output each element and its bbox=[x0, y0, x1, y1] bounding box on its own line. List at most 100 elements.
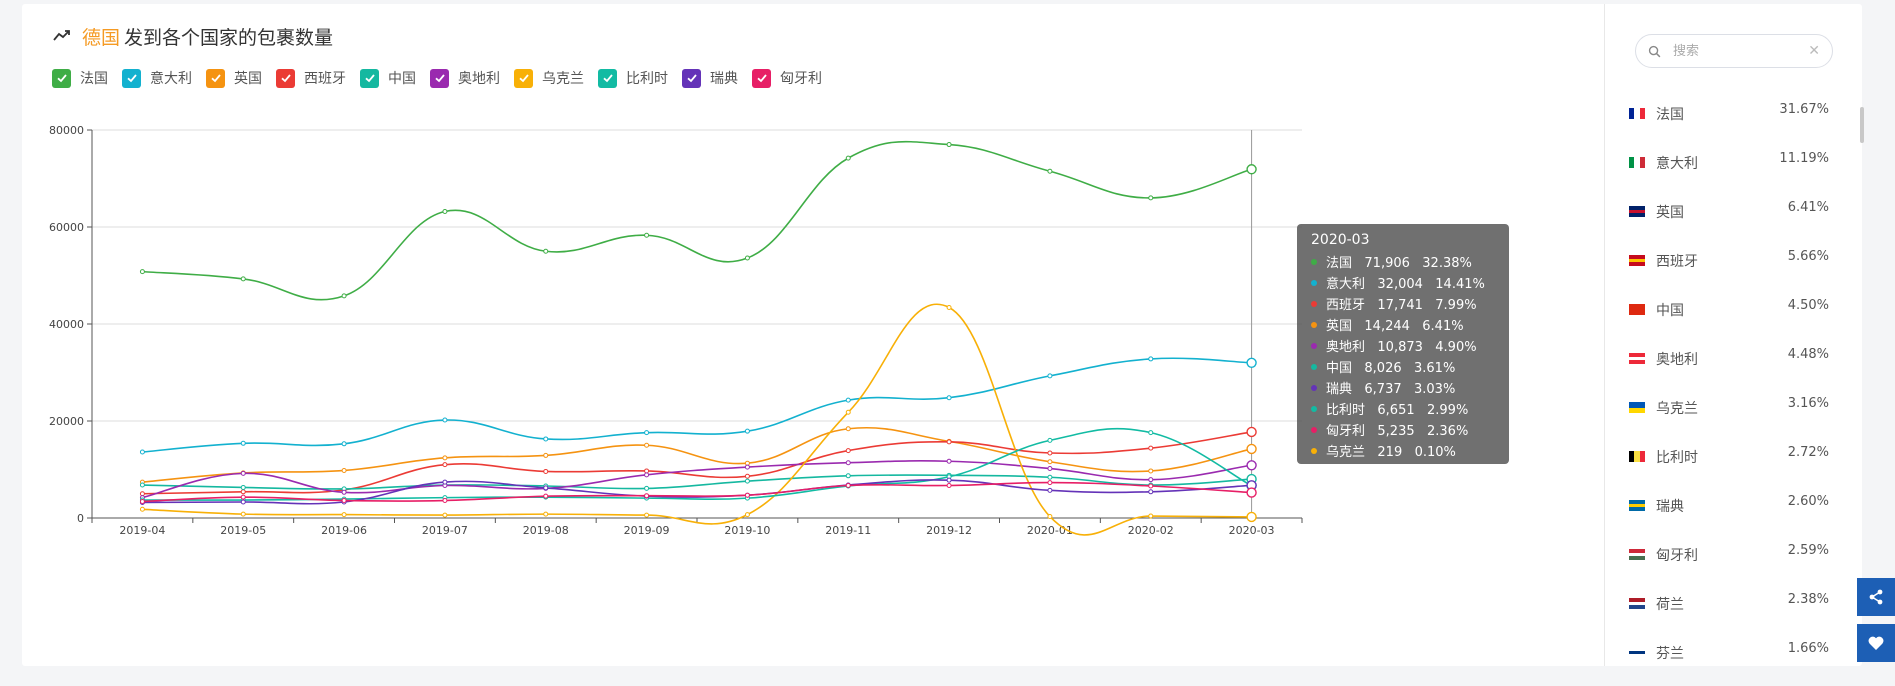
flag-icon bbox=[1629, 206, 1645, 217]
legend-item[interactable]: 瑞典 bbox=[682, 68, 738, 88]
rank-country: 比利时 bbox=[1656, 450, 1698, 466]
data-point bbox=[442, 479, 448, 485]
rank-country: 英国 bbox=[1656, 205, 1684, 221]
checkbox-checked-icon[interactable] bbox=[752, 68, 771, 88]
rank-country: 西班牙 bbox=[1656, 254, 1698, 270]
rank-item[interactable]: 乌克兰 3.16% bbox=[1629, 392, 1829, 441]
series-dot-icon bbox=[1311, 300, 1317, 307]
legend-item[interactable]: 英国 bbox=[206, 68, 262, 88]
legend-item[interactable]: 意大利 bbox=[122, 68, 192, 88]
legend-label: 奥地利 bbox=[458, 71, 500, 87]
rank-country: 法国 bbox=[1656, 107, 1684, 123]
checkbox-checked-icon[interactable] bbox=[598, 68, 617, 88]
ranking-panel: ✕ 法国 31.67% 意大利 11.19% 英国 6.41% 西班牙 5.66% 中国 4.50… bbox=[1605, 4, 1862, 666]
data-point bbox=[845, 473, 851, 479]
data-point bbox=[442, 417, 448, 423]
series-dot-icon bbox=[1311, 447, 1317, 454]
data-point bbox=[341, 441, 347, 447]
data-point bbox=[946, 483, 952, 489]
series-dot-icon bbox=[1311, 321, 1317, 328]
search-input[interactable] bbox=[1671, 42, 1805, 60]
rank-country: 奥地利 bbox=[1656, 352, 1698, 368]
checkbox-checked-icon[interactable] bbox=[122, 68, 141, 88]
tooltip-row: 瑞典 6,737 3.03% bbox=[1311, 377, 1495, 398]
x-tick-label: 2019-08 bbox=[523, 524, 569, 537]
y-tick-label: 40000 bbox=[49, 318, 84, 331]
rank-country: 匈牙利 bbox=[1656, 548, 1698, 564]
legend-item[interactable]: 西班牙 bbox=[276, 68, 346, 88]
rank-percent: 3.16% bbox=[1787, 396, 1829, 411]
flag-icon bbox=[1629, 500, 1645, 511]
data-point bbox=[1246, 460, 1257, 471]
flag-icon bbox=[1629, 353, 1645, 364]
rank-item[interactable]: 奥地利 4.48% bbox=[1629, 343, 1829, 392]
chart-card: 德国 发到各个国家的包裹数量 法国 意大利 英国 西班牙 中国 奥地利 乌克兰 比利时 瑞典 匈牙… bbox=[22, 4, 1864, 666]
data-point bbox=[744, 512, 750, 518]
data-point bbox=[1148, 477, 1154, 483]
legend-item[interactable]: 比利时 bbox=[598, 68, 668, 88]
checkbox-checked-icon[interactable] bbox=[360, 68, 379, 88]
clear-icon[interactable]: ✕ bbox=[1808, 43, 1820, 59]
rank-item[interactable]: 比利时 2.72% bbox=[1629, 441, 1829, 490]
chart-area: 德国 发到各个国家的包裹数量 法国 意大利 英国 西班牙 中国 奥地利 乌克兰 比利时 瑞典 匈牙… bbox=[22, 4, 1604, 666]
data-point bbox=[240, 494, 246, 500]
legend-item[interactable]: 乌克兰 bbox=[514, 68, 584, 88]
x-tick-label: 2019-11 bbox=[825, 524, 871, 537]
series-line bbox=[142, 357, 1252, 453]
data-point bbox=[1246, 426, 1257, 438]
checkbox-checked-icon[interactable] bbox=[682, 68, 701, 88]
checkbox-checked-icon[interactable] bbox=[276, 68, 295, 88]
legend-item[interactable]: 法国 bbox=[52, 68, 108, 88]
rank-item[interactable]: 匈牙利 2.59% bbox=[1629, 539, 1829, 588]
checkbox-checked-icon[interactable] bbox=[430, 68, 449, 88]
rank-percent: 6.41% bbox=[1787, 200, 1829, 215]
data-point bbox=[1148, 468, 1154, 474]
series-dot-icon bbox=[1311, 342, 1317, 349]
data-point bbox=[543, 452, 549, 458]
rank-country: 瑞典 bbox=[1656, 499, 1684, 515]
data-point bbox=[845, 397, 851, 403]
rank-item[interactable]: 瑞典 2.60% bbox=[1629, 490, 1829, 539]
data-point bbox=[1246, 357, 1257, 368]
data-point bbox=[543, 248, 549, 254]
tooltip-row-text: 西班牙 17,741 7.99% bbox=[1326, 298, 1477, 313]
data-point bbox=[240, 489, 246, 495]
data-point bbox=[341, 512, 347, 518]
favorite-button[interactable] bbox=[1857, 624, 1895, 662]
rank-item[interactable]: 中国 4.50% bbox=[1629, 294, 1829, 343]
rank-item[interactable]: 芬兰 1.66% bbox=[1629, 637, 1829, 686]
data-point bbox=[139, 449, 145, 455]
data-point bbox=[946, 305, 952, 311]
legend-label: 比利时 bbox=[626, 71, 668, 87]
rank-item[interactable]: 法国 31.67% bbox=[1629, 98, 1829, 147]
y-tick-label: 0 bbox=[77, 512, 84, 525]
x-tick-label: 2019-09 bbox=[624, 524, 670, 537]
panel-scrollbar[interactable] bbox=[1860, 107, 1864, 143]
x-tick-label: 2020-02 bbox=[1128, 524, 1174, 537]
legend-item[interactable]: 中国 bbox=[360, 68, 416, 88]
tooltip-row-text: 奥地利 10,873 4.90% bbox=[1326, 340, 1477, 355]
rank-percent: 2.38% bbox=[1787, 592, 1829, 607]
data-point bbox=[845, 460, 851, 466]
rank-item[interactable]: 荷兰 2.38% bbox=[1629, 588, 1829, 637]
checkbox-checked-icon[interactable] bbox=[52, 68, 71, 88]
share-button[interactable] bbox=[1857, 578, 1895, 616]
data-point bbox=[1148, 356, 1154, 362]
data-point bbox=[1148, 195, 1154, 201]
flag-icon bbox=[1629, 255, 1645, 266]
trend-icon bbox=[53, 30, 70, 41]
checkbox-checked-icon[interactable] bbox=[514, 68, 533, 88]
rank-item[interactable]: 意大利 11.19% bbox=[1629, 147, 1829, 196]
data-point bbox=[341, 489, 347, 495]
data-point bbox=[744, 492, 750, 498]
legend-item[interactable]: 奥地利 bbox=[430, 68, 500, 88]
x-tick-label: 2020-03 bbox=[1229, 524, 1275, 537]
rank-item[interactable]: 英国 6.41% bbox=[1629, 196, 1829, 245]
rank-item[interactable]: 西班牙 5.66% bbox=[1629, 245, 1829, 294]
legend-item[interactable]: 匈牙利 bbox=[752, 68, 822, 88]
data-point bbox=[644, 442, 650, 448]
series-dot-icon bbox=[1311, 363, 1317, 370]
data-point bbox=[240, 499, 246, 505]
data-point bbox=[139, 499, 145, 505]
checkbox-checked-icon[interactable] bbox=[206, 68, 225, 88]
